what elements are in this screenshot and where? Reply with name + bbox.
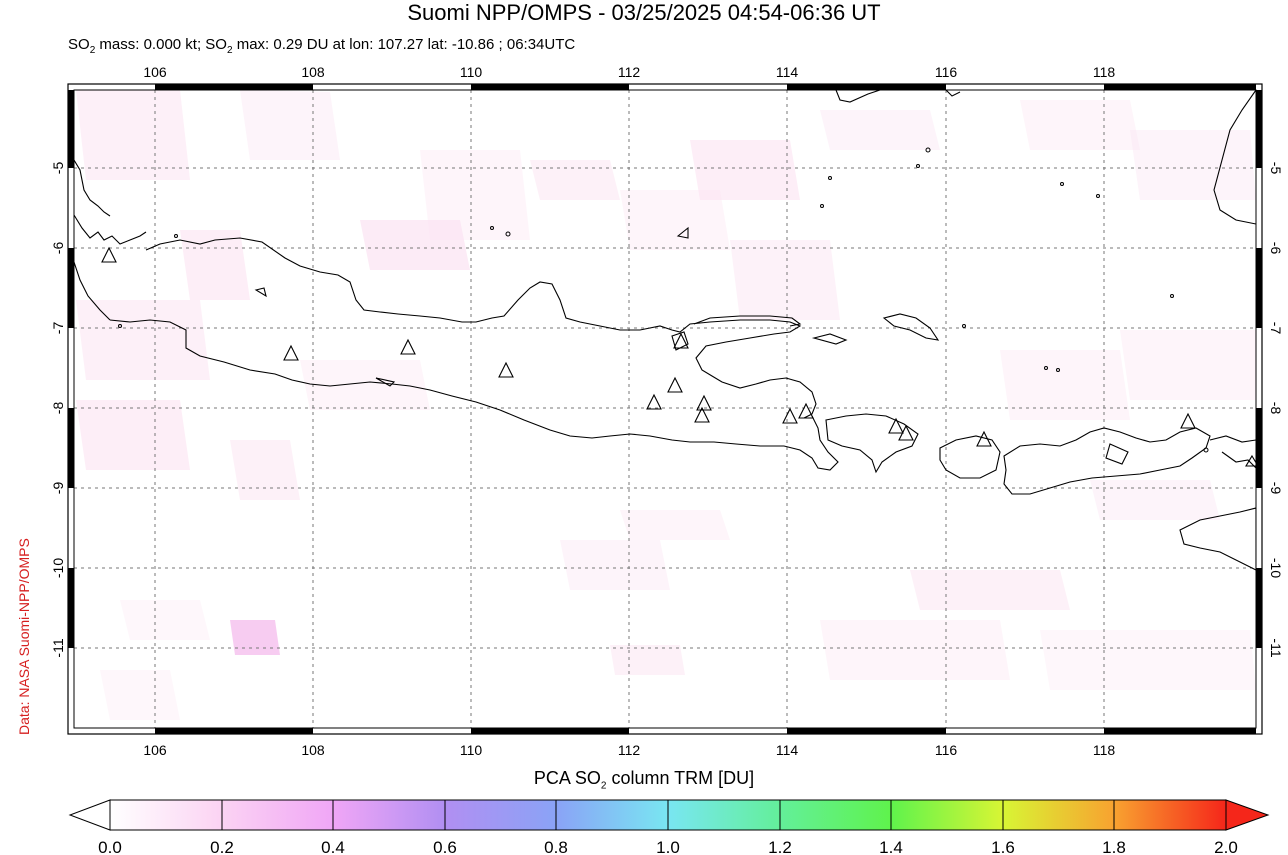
lat-label: -9 — [1268, 482, 1284, 495]
volcano-marker — [694, 406, 710, 423]
lat-label: -6 — [50, 242, 66, 255]
lat-label: -9 — [50, 482, 66, 495]
volcano-marker — [888, 417, 904, 434]
lon-label: 118 — [1093, 742, 1116, 758]
lon-label: 110 — [460, 742, 483, 758]
volcano-marker — [976, 430, 992, 447]
volcano-marker — [798, 402, 814, 419]
subtitle-prefix: SO — [68, 36, 90, 53]
frame-checker-top — [155, 84, 1256, 90]
colorbar-tick-label: 0.8 — [544, 838, 568, 855]
lat-label: -10 — [50, 558, 66, 578]
lat-label: -7 — [50, 322, 66, 335]
colorbar-tick-label: 1.6 — [991, 838, 1015, 855]
volcano-marker — [498, 361, 514, 378]
lat-label: -10 — [1268, 558, 1284, 578]
map-title: Suomi NPP/OMPS - 03/25/2025 04:54-06:36 … — [407, 0, 881, 25]
colorbar-label: PCA SO2 column TRM [DU] — [0, 768, 1288, 792]
lat-label: -6 — [1268, 242, 1284, 255]
small-islands — [118, 147, 1209, 453]
volcano-marker — [101, 246, 117, 263]
colorbar-tick-label: 0.4 — [321, 838, 345, 855]
lat-labels-right: -5 -6 -7 -8 -9 -10 -11 — [1268, 162, 1284, 658]
volcano-marker — [898, 424, 914, 441]
so2-retrieval-patches — [76, 90, 1256, 720]
volcano-marker — [646, 393, 662, 410]
lon-label: 106 — [143, 64, 167, 80]
volcano-marker — [782, 407, 798, 424]
volcano-marker — [1245, 454, 1259, 467]
map-subtitle: SO2 mass: 0.000 kt; SO2 max: 0.29 DU at … — [68, 36, 575, 56]
colorbar-tick-label: 1.4 — [879, 838, 903, 855]
volcano-marker — [1180, 412, 1196, 429]
colorbar-tick-label: 1.8 — [1102, 838, 1126, 855]
colorbar-tick-label: 1.0 — [656, 838, 680, 855]
colorbar: 0.0 0.2 0.4 0.6 0.8 1.0 1.2 1.4 1.6 1.8 … — [68, 799, 1270, 855]
lat-label: -5 — [1268, 162, 1284, 175]
colorbar-label-prefix: PCA SO — [533, 768, 601, 788]
colorbar-label-suffix: column TRM [DU] — [606, 768, 755, 788]
lon-label: 112 — [618, 742, 641, 758]
colorbar-tick-label: 2.0 — [1214, 838, 1238, 855]
frame-checker-bottom — [155, 728, 1256, 734]
lat-label: -8 — [1268, 402, 1284, 415]
volcano-marker — [400, 338, 416, 355]
lon-label: 118 — [1093, 64, 1116, 80]
colorbar-label-sub: 2 — [600, 780, 607, 792]
frame-checker-left — [68, 90, 74, 648]
lon-label: 110 — [460, 64, 483, 80]
lon-labels-top: 106 108 110 112 114 116 118 — [143, 64, 1115, 80]
volcano-marker — [673, 332, 689, 349]
colorbar-tick-label: 0.6 — [433, 838, 457, 855]
volcano-marker — [696, 394, 712, 411]
lat-label: -11 — [50, 638, 66, 657]
lon-label: 108 — [301, 64, 325, 80]
lon-label: 108 — [301, 742, 325, 758]
colorbar-min-arrow — [68, 799, 111, 831]
lat-label: -11 — [1268, 638, 1284, 657]
colorbar-tick-labels: 0.0 0.2 0.4 0.6 0.8 1.0 1.2 1.4 1.6 1.8 … — [98, 838, 1238, 855]
volcano-marker — [667, 376, 683, 393]
subtitle-rest: max: 0.29 DU at lon: 107.27 lat: -10.86 … — [232, 36, 576, 53]
colorbar-max-arrow — [1225, 799, 1270, 831]
lon-label: 116 — [935, 64, 958, 80]
lon-label: 106 — [143, 742, 167, 758]
colorbar-tick-label: 0.2 — [210, 838, 234, 855]
lon-label: 114 — [776, 64, 799, 80]
colorbar-tick-label: 0.0 — [98, 838, 122, 855]
coastlines — [74, 90, 1256, 571]
graticule-lines — [74, 90, 1256, 728]
frame-checker-right — [1256, 90, 1262, 648]
lat-label: -5 — [50, 162, 66, 175]
lat-label: -8 — [50, 402, 66, 415]
colorbar-tick-label: 1.2 — [768, 838, 792, 855]
subtitle-sub2: 2 — [226, 45, 233, 56]
subtitle-mid: mass: 0.000 kt; SO — [95, 36, 227, 53]
volcano-marker — [283, 344, 299, 361]
lon-labels-bottom: 106 108 110 112 114 116 118 — [143, 742, 1115, 758]
volcano-markers — [101, 246, 1259, 467]
lon-label: 116 — [935, 742, 958, 758]
colorbar-tick-marks — [221, 800, 1115, 830]
lat-labels-left: -5 -6 -7 -8 -9 -10 -11 — [50, 162, 66, 658]
lat-label: -7 — [1268, 322, 1284, 335]
subtitle-sub1: 2 — [89, 45, 96, 56]
lon-label: 112 — [618, 64, 641, 80]
lon-label: 114 — [776, 742, 799, 758]
